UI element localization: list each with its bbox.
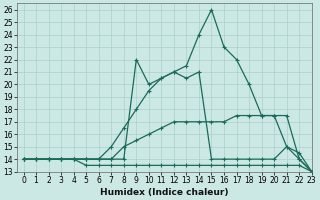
X-axis label: Humidex (Indice chaleur): Humidex (Indice chaleur) <box>100 188 229 197</box>
